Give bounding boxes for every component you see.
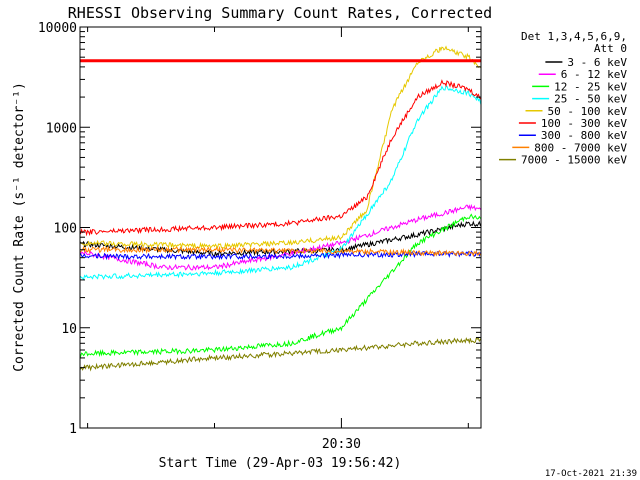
legend-header: Det 1,3,4,5,6,9, xyxy=(521,30,627,43)
legend-entry-label: 50 - 100 keV xyxy=(548,105,628,118)
plot-area: NFS xyxy=(80,45,481,372)
legend-entry-label: 12 - 25 keV xyxy=(554,80,627,93)
series-line-4 xyxy=(80,45,481,250)
chart-title: RHESSI Observing Summary Count Rates, Co… xyxy=(68,4,492,22)
series-line-8 xyxy=(80,337,481,372)
series-line-0 xyxy=(80,220,481,258)
y-tick-label: 1000 xyxy=(46,121,77,136)
y-tick-label: 1 xyxy=(69,422,77,437)
footer-timestamp: 17-Oct-2021 21:39 xyxy=(545,469,637,479)
legend-entry-label: 3 - 6 keV xyxy=(567,56,627,69)
plot-frame xyxy=(79,26,482,429)
series-line-1 xyxy=(80,203,481,271)
legend-entry-label: 6 - 12 keV xyxy=(561,68,628,81)
x-axis-label: Start Time (29-Apr-03 19:56:42) xyxy=(159,456,402,471)
axis-ticks: 11010010001000020:0020:1520:3020:4521:00… xyxy=(38,21,481,452)
legend-entry-label: 100 - 300 keV xyxy=(541,117,627,130)
y-axis-label: Corrected Count Rate (s⁻¹ detector⁻¹) xyxy=(12,82,27,372)
y-tick-label: 10 xyxy=(61,322,77,337)
y-tick-label: 10000 xyxy=(38,21,77,36)
legend-entry-label: 800 - 7000 keV xyxy=(534,141,627,154)
legend-entry-label: 25 - 50 keV xyxy=(554,93,627,106)
series-line-6 xyxy=(80,249,481,261)
legend-entry-label: 7000 - 15000 keV xyxy=(521,154,627,167)
y-tick-label: 100 xyxy=(54,222,77,237)
series-line-2 xyxy=(80,213,481,359)
legend-entry-label: 300 - 800 keV xyxy=(541,129,627,142)
legend-header: Att 0 xyxy=(594,42,627,55)
series-line-7 xyxy=(80,245,481,258)
series-line-5 xyxy=(80,79,481,237)
x-tick-label: 20:30 xyxy=(322,437,361,452)
